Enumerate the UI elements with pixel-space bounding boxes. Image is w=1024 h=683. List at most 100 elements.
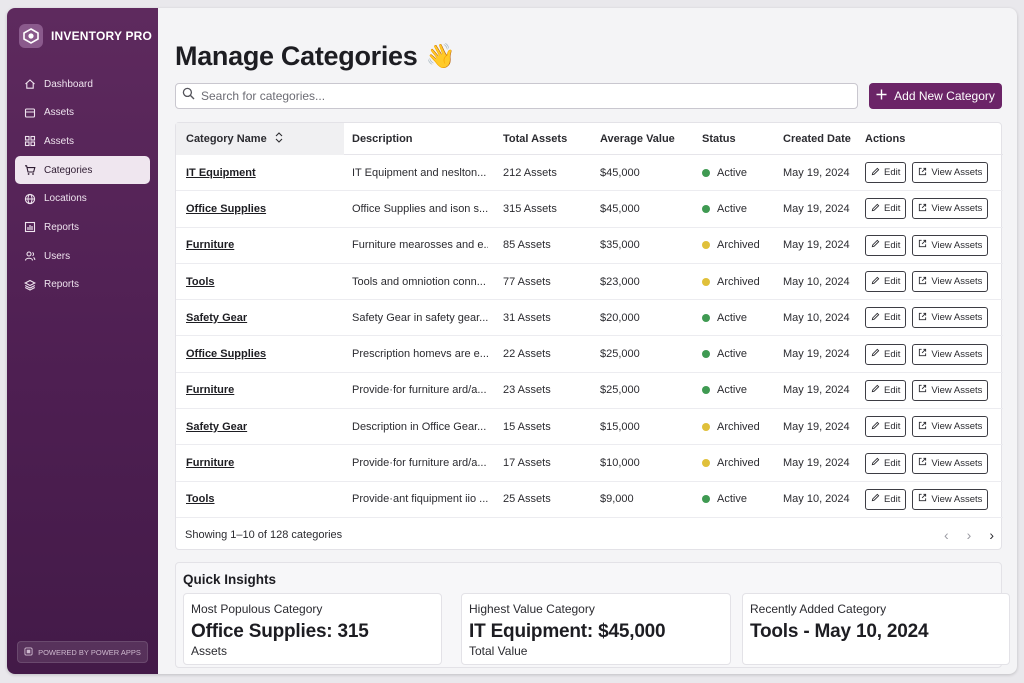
view-assets-button[interactable]: View Assets [912,343,989,365]
column-header-average-value[interactable]: Average Value [600,133,675,145]
category-name-link[interactable]: Safety Gear [186,420,248,433]
table-row: Safety Gear Safety Gear in safety gear...… [176,300,1003,337]
category-name-link[interactable]: Office Supplies [186,202,267,215]
category-name-link[interactable]: Tools [186,275,215,288]
created-date: May 19, 2024 [783,166,850,179]
plus-icon [876,89,887,103]
search-box[interactable] [175,83,858,109]
category-name-link[interactable]: Safety Gear [186,311,248,324]
status-badge: Active [702,482,782,517]
prev-page-chevron-icon[interactable]: › [966,527,972,543]
view-assets-button[interactable]: View Assets [912,488,989,510]
category-name-link[interactable]: Furniture [186,457,235,470]
view-assets-button[interactable]: View Assets [912,416,989,438]
search-icon [182,87,195,105]
column-header-total-assets[interactable]: Total Assets [503,133,568,145]
sidebar-item-assets[interactable]: Assets [15,99,150,127]
edit-button[interactable]: Edit [865,452,907,474]
row-actions: Edit View Assets [865,409,1000,444]
view-assets-label: View Assets [931,421,983,433]
view-assets-button[interactable]: View Assets [912,198,989,220]
edit-label: Edit [884,276,901,288]
edit-button[interactable]: Edit [865,416,907,438]
edit-button[interactable]: Edit [865,343,907,365]
category-description: Tools and omniotion conn... [352,275,486,288]
status-text: Active [717,311,747,324]
status-dot-icon [702,168,710,177]
column-header-category-name[interactable]: Category Name [176,123,344,155]
average-value: $9,000 [600,493,634,506]
view-assets-label: View Assets [931,239,983,251]
pencil-icon [871,493,880,505]
sidebar-item-dashboard[interactable]: Dashboard [15,70,150,98]
sidebar-item-locations[interactable]: Locations [15,185,150,213]
status-dot-icon [702,350,710,359]
row-actions: Edit View Assets [865,373,1000,408]
brand[interactable]: INVENTORY PRO [19,24,152,48]
status-dot-icon [702,277,710,286]
row-actions: Edit View Assets [865,228,1000,263]
status-badge: Archived [702,228,782,263]
average-value: $35,000 [600,239,640,252]
view-assets-button[interactable]: View Assets [912,162,989,184]
sidebar-item-label: Reports [44,221,80,233]
category-description: Furniture mearosses and e... [352,239,488,252]
status-badge: Active [702,337,782,372]
status-text: Active [717,348,747,361]
view-assets-button[interactable]: View Assets [912,379,989,401]
next-page-chevron-icon[interactable]: › [989,527,994,543]
edit-button[interactable]: Edit [865,234,907,256]
bar-chart-icon [24,221,36,233]
first-page-chevron-icon[interactable]: ‹ [943,527,949,543]
sidebar-item-users[interactable]: Users [15,242,150,270]
category-name-link[interactable]: IT Equipment [186,166,256,179]
category-name-link[interactable]: Furniture [186,384,235,397]
sidebar-item-assets-grid[interactable]: Assets [15,127,150,155]
table-row: Office Supplies Prescription homevs are e… [176,337,1003,373]
edit-button[interactable]: Edit [865,162,907,184]
view-assets-button[interactable]: View Assets [912,234,989,256]
external-link-icon [918,421,927,433]
total-assets: 85 Assets [503,239,551,252]
column-header-status[interactable]: Status [702,133,736,145]
view-assets-label: View Assets [931,167,983,179]
column-header-description[interactable]: Description [352,133,413,145]
pencil-icon [871,203,880,215]
edit-button[interactable]: Edit [865,198,907,220]
view-assets-button[interactable]: View Assets [912,271,989,293]
edit-button[interactable]: Edit [865,379,907,401]
edit-button[interactable]: Edit [865,488,907,510]
add-category-button[interactable]: Add New Category [869,83,1002,109]
edit-label: Edit [884,457,901,469]
insight-value: Office Supplies: 315 [191,621,369,642]
edit-button[interactable]: Edit [865,271,907,293]
column-header-created-date[interactable]: Created Date [783,133,851,145]
view-assets-label: View Assets [931,384,983,396]
table-row: Tools Tools and omniotion conn... 77 Asset… [176,264,1003,301]
external-link-icon [918,384,927,396]
powered-by-badge[interactable]: POWERED BY POWER APPS [17,641,148,663]
status-text: Archived [717,239,760,252]
edit-label: Edit [884,421,901,433]
category-description: Prescription homevs are e... [352,348,488,361]
created-date: May 19, 2024 [783,457,850,470]
view-assets-button[interactable]: View Assets [912,452,989,474]
sidebar-item-categories[interactable]: Categories [15,156,150,185]
total-assets: 23 Assets [503,384,551,397]
sidebar-item-reports[interactable]: Reports [15,213,150,241]
insight-label: Most Populous Category [191,602,323,616]
category-name-link[interactable]: Furniture [186,239,235,252]
insight-value: IT Equipment: $45,000 [469,621,666,642]
table-row: Furniture Provide·for furniture ard/a... 2… [176,373,1003,410]
search-input[interactable] [201,89,841,103]
category-name-link[interactable]: Tools [186,493,215,506]
sidebar-item-reports-secondary[interactable]: Reports [15,271,150,299]
status-text: Active [717,384,747,397]
sort-icon[interactable] [275,132,283,146]
pencil-icon [871,276,880,288]
category-name-link[interactable]: Office Supplies [186,348,267,361]
edit-label: Edit [884,493,901,505]
sidebar-item-label: Assets [44,135,75,147]
view-assets-button[interactable]: View Assets [912,307,989,329]
edit-button[interactable]: Edit [865,307,907,329]
